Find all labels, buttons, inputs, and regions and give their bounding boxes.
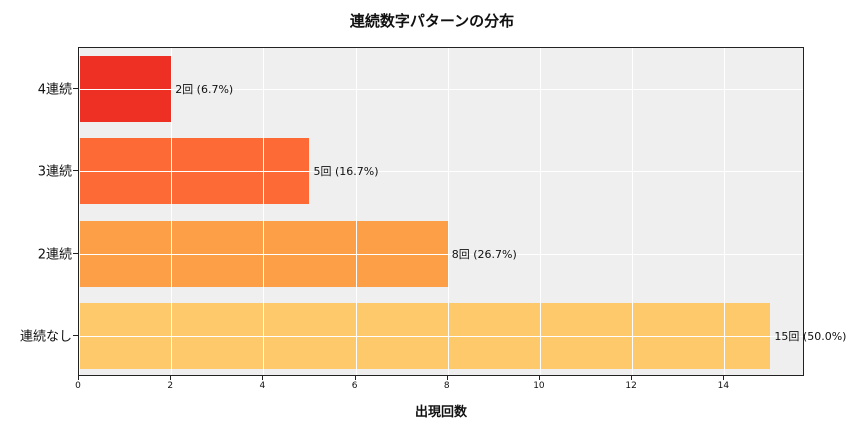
x-tick [78,376,79,380]
y-tick [73,334,78,336]
x-gridline [263,48,265,375]
y-gridline [79,253,803,255]
y-tick-label: 2連続 [37,247,72,263]
x-tick [723,376,725,380]
x-tick-label: 12 [625,381,637,391]
y-gridline [79,335,803,337]
x-tick [631,376,633,380]
y-tick-label: 3連続 [37,164,72,180]
x-tick-label: 14 [717,381,730,391]
bar-value-label: 15回 (50.0%) [774,329,847,343]
x-tick [446,376,448,380]
x-tick-label: 2 [167,381,174,391]
x-tick [170,376,172,380]
chart-title: 連続数字パターンの分布 [349,12,515,30]
x-gridline [539,48,541,375]
y-tick-label: 4連続 [37,82,72,98]
bar-value-label: 5回 (16.7%) [313,165,379,179]
bar-value-label: 8回 (26.7%) [451,247,517,261]
y-tick [73,252,78,254]
x-gridline [355,48,357,375]
x-gridline [171,48,173,375]
bar-value-label: 2回 (6.7%) [175,83,234,97]
y-tick [73,88,78,90]
x-tick-label: 8 [443,381,450,391]
x-tick [262,376,264,380]
x-gridline [724,48,726,375]
y-tick-label: 連続なし [19,329,72,345]
x-tick-label: 4 [259,381,266,391]
plot-area: 2回 (6.7%) 5回 (16.7%) 8回 (26.7%) 15回 (50.0%) [78,47,846,376]
x-gridline [79,48,80,375]
y-gridline [79,89,803,91]
bar [79,56,172,123]
x-gridline [447,48,449,375]
x-axis-label: 出現回数 [414,405,467,420]
bar [79,302,771,369]
x-tick [538,376,540,380]
x-tick [354,376,356,380]
x-tick-label: 0 [75,381,81,391]
x-gridline [632,48,634,375]
y-gridline [79,171,803,173]
y-tick [73,170,78,172]
x-tick-label: 6 [351,381,358,391]
bar [79,138,310,205]
x-tick-label: 10 [533,381,545,391]
